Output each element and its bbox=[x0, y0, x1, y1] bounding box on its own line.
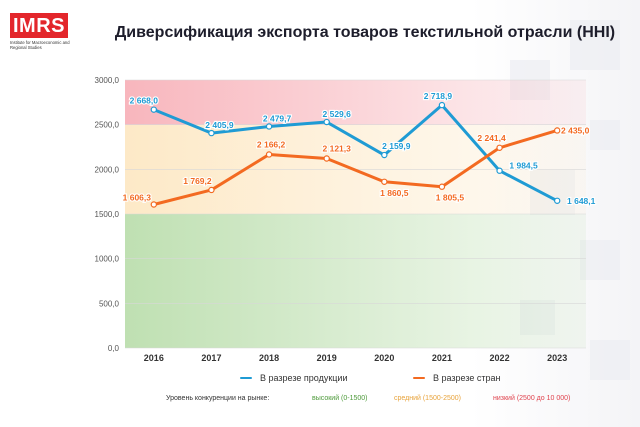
imrs-logo: IMRS Institute for Macroeconomic and Reg… bbox=[10, 13, 70, 50]
data-point-countries bbox=[265, 151, 273, 158]
y-tick-label: 0,0 bbox=[108, 344, 120, 353]
band-high-competition bbox=[125, 214, 586, 348]
chart-title: Диверсификация экспорта товаров текстиль… bbox=[114, 24, 616, 41]
data-label-countries: 1 805,5 bbox=[436, 193, 465, 203]
series-line-products bbox=[152, 103, 559, 203]
series-line-countries bbox=[152, 128, 559, 207]
legend-label-countries: В разрезе стран bbox=[433, 373, 501, 383]
level-low: низкий (2500 до 10 000) bbox=[493, 395, 571, 402]
legend-swatch-products bbox=[240, 377, 252, 379]
data-label-countries: 2 241,4 bbox=[477, 133, 506, 143]
y-tick-label: 1000,0 bbox=[95, 255, 120, 264]
logo-mark: IMRS bbox=[10, 13, 68, 38]
level-high: высокий (0-1500) bbox=[312, 395, 368, 402]
data-point-products bbox=[150, 106, 158, 113]
x-tick-label: 2022 bbox=[490, 353, 510, 363]
legend-item-products: В разрезе продукции bbox=[240, 373, 347, 383]
y-tick-label: 500,0 bbox=[99, 299, 120, 308]
data-point-countries bbox=[323, 155, 330, 162]
data-label-products: 1 648,1 bbox=[567, 196, 596, 206]
data-point-products bbox=[265, 123, 273, 130]
legend-swatch-countries bbox=[413, 377, 425, 379]
logo-subtitle: Institute for Macroeconomic and Regional… bbox=[10, 40, 70, 50]
x-tick-label: 2021 bbox=[432, 353, 452, 363]
data-label-countries: 1 860,5 bbox=[380, 188, 409, 198]
data-point-products bbox=[496, 167, 503, 174]
data-point-products bbox=[323, 118, 330, 126]
data-label-countries: 2 121,3 bbox=[323, 143, 352, 153]
data-label-products: 1 984,5 bbox=[509, 161, 538, 171]
data-label-products: 2 529,6 bbox=[323, 109, 352, 119]
y-tick-label: 3000,0 bbox=[95, 76, 120, 85]
data-label-countries: 1 769,2 bbox=[183, 176, 212, 186]
data-point-countries bbox=[381, 178, 388, 185]
x-tick-label: 2017 bbox=[201, 353, 221, 363]
x-tick-label: 2018 bbox=[259, 353, 279, 363]
data-point-countries bbox=[208, 186, 215, 194]
data-label-products: 2 718,9 bbox=[424, 91, 453, 101]
level-medium: средний (1500-2500) bbox=[394, 395, 461, 402]
x-tick-label: 2020 bbox=[374, 353, 394, 363]
competition-label: Уровень конкуренции на рынке: bbox=[166, 395, 270, 402]
data-label-products: 2 668,0 bbox=[130, 96, 159, 106]
data-point-countries bbox=[438, 183, 446, 190]
data-label-products: 2 479,7 bbox=[263, 113, 292, 123]
band-low-competition bbox=[125, 80, 586, 125]
data-label-products: 2 159,9 bbox=[382, 141, 411, 151]
x-tick-label: 2019 bbox=[317, 353, 337, 363]
data-point-countries bbox=[150, 201, 158, 208]
data-point-products bbox=[381, 151, 388, 159]
y-tick-label: 2000,0 bbox=[95, 165, 120, 174]
x-tick-label: 2016 bbox=[144, 353, 164, 363]
data-point-countries bbox=[553, 127, 561, 134]
data-point-products bbox=[438, 101, 446, 109]
data-label-countries: 2 166,2 bbox=[257, 139, 286, 149]
data-point-products bbox=[553, 197, 561, 204]
data-label-countries: 2 435,0 bbox=[561, 125, 590, 135]
data-point-countries bbox=[496, 144, 503, 151]
y-tick-label: 1500,0 bbox=[95, 210, 120, 219]
data-label-countries: 1 606,3 bbox=[123, 193, 152, 203]
x-tick-label: 2023 bbox=[547, 353, 567, 363]
data-point-products bbox=[208, 129, 215, 137]
legend-label-products: В разрезе продукции bbox=[260, 373, 348, 383]
legend-item-countries: В разрезе стран bbox=[413, 373, 501, 383]
data-label-products: 2 405,9 bbox=[205, 120, 234, 130]
y-tick-label: 2500,0 bbox=[95, 121, 120, 130]
legend: В разрезе продукции В разрезе стран bbox=[0, 373, 640, 387]
